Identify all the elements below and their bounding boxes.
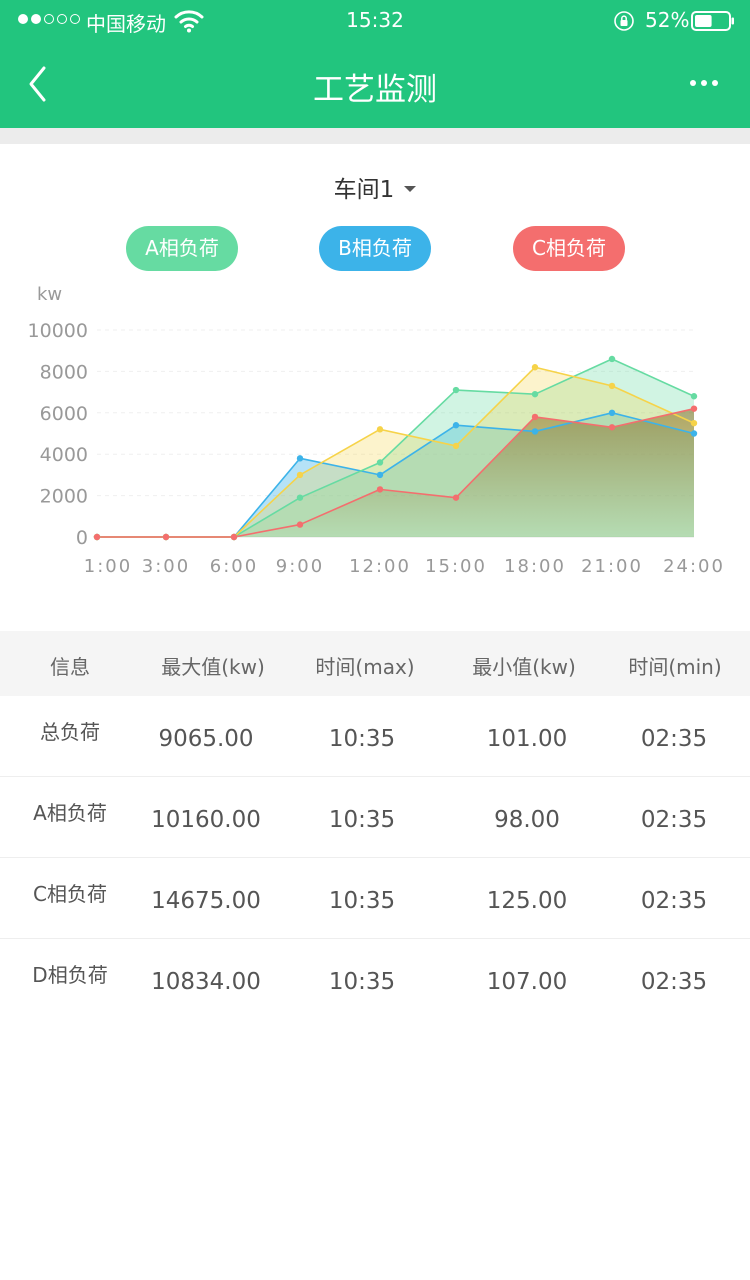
table-row[interactable]: A相负荷 10160.00 10:35 98.00 02:35 xyxy=(0,777,750,858)
data-point xyxy=(296,471,304,479)
more-dots-icon[interactable] xyxy=(690,80,718,86)
max-time: 10:35 xyxy=(328,969,396,995)
table-row[interactable]: D相负荷 10834.00 10:35 107.00 02:35 xyxy=(0,939,750,1020)
x-tick-label: 1:00 xyxy=(84,556,132,577)
dropdown-caret-icon xyxy=(404,185,417,192)
orientation-lock-icon xyxy=(614,11,634,31)
data-point xyxy=(296,455,304,462)
workshop-selector-label: 车间1 xyxy=(333,177,395,203)
data-point xyxy=(296,494,304,501)
y-tick-label: 2000 xyxy=(40,486,88,508)
data-point xyxy=(452,422,460,429)
column-header: 时间(min) xyxy=(628,655,722,679)
battery-icon xyxy=(691,11,734,31)
data-point xyxy=(162,533,170,541)
max-value: 10834.00 xyxy=(151,969,261,995)
max-time: 10:35 xyxy=(328,888,396,914)
data-point xyxy=(376,426,384,433)
max-value: 9065.00 xyxy=(158,726,254,752)
x-tick-label: 21:00 xyxy=(581,556,643,577)
min-value: 107.00 xyxy=(486,969,568,995)
legend-button-a[interactable]: A相负荷 xyxy=(126,226,238,271)
x-tick-label: 24:00 xyxy=(663,556,725,577)
battery-percent: 52% xyxy=(645,8,690,32)
data-point xyxy=(531,364,539,371)
column-header: 信息 xyxy=(50,655,90,679)
data-point xyxy=(230,533,238,541)
data-point xyxy=(608,355,616,363)
data-point xyxy=(452,442,460,450)
table-row[interactable]: 总负荷 9065.00 10:35 101.00 02:35 xyxy=(0,696,750,777)
back-chevron-icon[interactable] xyxy=(26,64,50,104)
data-point xyxy=(608,409,616,416)
min-time: 02:35 xyxy=(640,807,708,833)
data-point xyxy=(608,382,616,390)
max-value: 10160.00 xyxy=(151,807,261,833)
section-divider xyxy=(0,128,750,144)
row-label: D相负荷 xyxy=(32,963,108,987)
data-point xyxy=(531,428,539,435)
y-tick-label: 8000 xyxy=(40,361,88,383)
signal-strength-icon xyxy=(18,14,80,24)
row-label: 总负荷 xyxy=(40,720,100,744)
data-point xyxy=(376,459,384,466)
table-header: 信息 最大值(kw) 时间(max) 最小值(kw) 时间(min) xyxy=(0,631,750,696)
wifi-icon xyxy=(174,10,204,33)
legend-button-b[interactable]: B相负荷 xyxy=(319,226,431,271)
min-value: 125.00 xyxy=(486,888,568,914)
load-table: 信息 最大值(kw) 时间(max) 最小值(kw) 时间(min) 总负荷 9… xyxy=(0,631,750,1020)
data-point xyxy=(452,494,460,501)
row-label: C相负荷 xyxy=(33,882,107,906)
min-value: 98.00 xyxy=(494,807,560,833)
app-header: 中国移动 15:32 52% 工艺监测 xyxy=(0,0,750,128)
table-row[interactable]: C相负荷 14675.00 10:35 125.00 02:35 xyxy=(0,858,750,939)
min-value: 101.00 xyxy=(486,726,568,752)
legend-button-c[interactable]: C相负荷 xyxy=(513,226,625,271)
x-tick-label: 12:00 xyxy=(349,556,411,577)
column-header: 最小值(kw) xyxy=(472,655,576,679)
y-tick-label: 10000 xyxy=(28,320,88,342)
data-point xyxy=(376,471,384,479)
column-header: 时间(max) xyxy=(315,655,415,679)
x-tick-label: 18:00 xyxy=(504,556,566,577)
status-time: 15:32 xyxy=(346,8,404,32)
data-point xyxy=(296,521,304,528)
x-tick-label: 3:00 xyxy=(142,556,190,577)
carrier-name: 中国移动 xyxy=(86,12,166,36)
max-time: 10:35 xyxy=(328,807,396,833)
column-header: 最大值(kw) xyxy=(161,655,265,679)
max-time: 10:35 xyxy=(328,726,396,752)
min-time: 02:35 xyxy=(640,726,708,752)
page-title: 工艺监测 xyxy=(313,72,437,108)
x-tick-label: 6:00 xyxy=(210,556,258,577)
series-area xyxy=(234,408,694,537)
data-point xyxy=(93,533,101,541)
y-tick-label: 4000 xyxy=(40,444,88,466)
x-tick-label: 9:00 xyxy=(276,556,324,577)
load-chart: 10000 8000 6000 4000 2000 0 kw 1:00 3:00 6:00 9:00… xyxy=(28,284,725,577)
min-time: 02:35 xyxy=(640,888,708,914)
data-point xyxy=(531,413,539,421)
y-tick-label: 6000 xyxy=(40,403,88,425)
workshop-selector[interactable]: 车间1 xyxy=(0,170,750,204)
data-point xyxy=(690,405,698,412)
data-point xyxy=(531,390,539,398)
y-tick-label: 0 xyxy=(76,527,88,549)
max-value: 14675.00 xyxy=(151,888,261,914)
y-axis-label: kw xyxy=(37,284,62,305)
data-point xyxy=(452,386,460,394)
data-point xyxy=(608,424,616,431)
status-bar: 中国移动 15:32 52% xyxy=(0,0,750,42)
x-tick-label: 15:00 xyxy=(425,556,487,577)
min-time: 02:35 xyxy=(640,969,708,995)
data-point xyxy=(690,430,698,437)
data-point xyxy=(690,393,698,400)
data-point xyxy=(376,486,384,493)
data-point xyxy=(690,419,698,427)
row-label: A相负荷 xyxy=(33,801,107,825)
